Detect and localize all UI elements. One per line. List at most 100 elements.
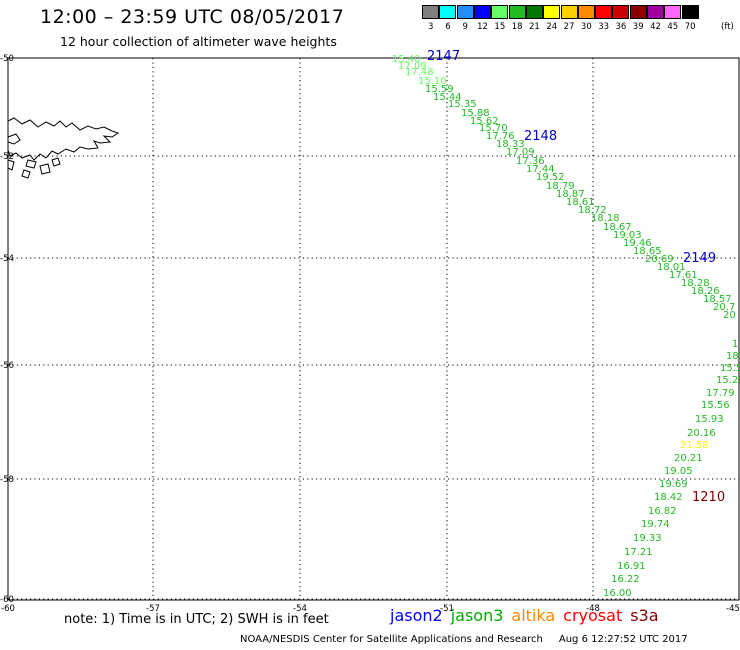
- footer: NOAA/NESDIS Center for Satellite Applica…: [240, 634, 688, 645]
- lat-lon-grid: [7, 57, 740, 601]
- scale-swatch: [595, 5, 613, 19]
- scale-swatch: [525, 5, 543, 19]
- axis-labels: -50 -52 -54 -56 -58 -60-60 -57 -54 -51 -48 -45: [0, 54, 740, 614]
- scale-label: 6: [445, 22, 451, 32]
- wave-height-value: 15.93: [695, 414, 724, 425]
- latitude-label: -52: [0, 152, 14, 162]
- wave-height-value: 17.21: [624, 547, 653, 558]
- scale-swatch: [543, 5, 561, 19]
- scale-label: 45: [667, 22, 679, 32]
- wave-height-value: 16.82: [648, 506, 677, 517]
- wave-height-value: 19.03: [613, 230, 642, 241]
- wave-height-value: 18.28: [681, 278, 710, 289]
- wave-height-value: 19.69: [659, 479, 688, 490]
- longitude-label: -60: [1, 604, 15, 614]
- scale-bin: 24: [543, 5, 561, 32]
- wave-height-value: 19.05: [664, 466, 693, 477]
- scale-swatch: [664, 5, 682, 19]
- satellite-legend-item: jason3: [450, 606, 504, 625]
- scale-label: 9: [462, 22, 468, 32]
- scale-bin: 12: [474, 5, 492, 32]
- wave-height-value: 17.76: [486, 131, 515, 142]
- pass-labels: 2147 2148 2149 1210: [427, 49, 725, 505]
- latitude-label: -58: [0, 475, 14, 485]
- scale-swatch: [612, 5, 630, 19]
- wave-height-value: 16.00: [603, 588, 632, 599]
- scale-bin: 21: [525, 5, 543, 32]
- wave-height-value: 16.22: [611, 574, 640, 585]
- satellite-legend-item: cryosat: [563, 606, 623, 625]
- wave-height-value: 20.21: [674, 453, 703, 464]
- scale-swatch: [629, 5, 647, 19]
- scale-label: 3: [427, 22, 434, 32]
- scale-label: 12: [477, 22, 488, 32]
- satellite-legend: jason2 jason3 altika cryosat s3a: [390, 606, 667, 625]
- longitude-label: -45: [726, 604, 740, 614]
- scale-swatch: [456, 5, 474, 19]
- wave-height-value: 18.33: [496, 139, 525, 150]
- satellite-legend-item: jason2: [390, 606, 443, 625]
- scale-bin: 15: [491, 5, 509, 32]
- wave-height-value: 17: [732, 339, 740, 350]
- wave-height-value: 19.74: [641, 519, 670, 530]
- scale-label: 15: [494, 22, 506, 32]
- wave-height-value: 15.62: [470, 116, 499, 127]
- wave-height-value: 21.58: [680, 440, 709, 451]
- scale-swatch: [474, 5, 492, 19]
- satellite-legend-item: s3a: [630, 606, 659, 625]
- wave-height-value: 18.26: [691, 286, 720, 297]
- wave-height-value: 18.65: [633, 246, 662, 257]
- longitude-label: -54: [293, 604, 307, 614]
- wave-height-color-scale: 3 6 9 12 15 18 21 24 27 30 33 36 39 42 45 70: [422, 5, 699, 32]
- wave-height-value: 18.72: [578, 205, 607, 216]
- longitude-label: -51: [440, 604, 454, 614]
- wave-height-value: 15.35: [448, 99, 477, 110]
- wave-height-value: 18.61: [566, 197, 595, 208]
- map-title: 12:00 – 23:59 UTC 08/05/2017: [40, 6, 345, 28]
- wave-height-value: 17.44: [526, 164, 555, 175]
- scale-bin: 70: [681, 5, 699, 32]
- wave-height-value: 15.44: [433, 92, 462, 103]
- latitude-label: -54: [0, 254, 14, 264]
- latitude-label: -60: [0, 595, 14, 605]
- scale-swatch: [439, 5, 457, 19]
- map-frame: [7, 57, 740, 601]
- wave-height-value: 15.10: [418, 76, 447, 87]
- scale-swatch: [681, 5, 699, 19]
- latitude-label: -50: [0, 54, 14, 64]
- wave-height-value: 15.59: [425, 84, 454, 95]
- coastline-east: [7, 117, 120, 161]
- scale-label: 39: [632, 22, 644, 32]
- coastline-west-islands: [7, 133, 61, 179]
- footer-timestamp: Aug 6 12:27:52 UTC 2017: [558, 634, 688, 645]
- wave-height-value: 17.48: [405, 67, 434, 78]
- pass-id-label: 2147: [427, 49, 460, 64]
- wave-height-value: 16.91: [617, 561, 646, 572]
- scale-swatch: [491, 5, 509, 19]
- map-subtitle: 12 hour collection of altimeter wave hei…: [60, 34, 337, 49]
- scale-label: 30: [580, 22, 592, 32]
- scale-label: 21: [529, 22, 540, 32]
- longitude-label: -48: [586, 604, 600, 614]
- scale-bin: 9: [456, 5, 474, 32]
- note-text: note: 1) Time is in UTC; 2) SWH is in fe…: [64, 612, 329, 627]
- wave-height-value: 20.69: [645, 254, 674, 265]
- scale-swatch: [422, 5, 440, 19]
- wave-height-value: 20: [723, 310, 736, 321]
- wave-height-value: 18: [726, 351, 739, 362]
- scale-label: 42: [650, 22, 661, 32]
- wave-height-value: 15.5: [720, 363, 740, 374]
- wave-height-value: 18.01: [657, 262, 686, 273]
- wave-height-value: 15.70: [479, 123, 508, 134]
- longitude-label: -57: [146, 604, 160, 614]
- wave-height-observations: 15.4017.0917.4815.1015.5915.4415.3515.88…: [392, 54, 740, 599]
- latitude-label: -56: [0, 361, 14, 371]
- scale-bin: 42: [647, 5, 664, 32]
- pass-id-label: 2149: [683, 251, 716, 266]
- wave-height-value: 19.33: [633, 533, 662, 544]
- wave-height-value: 18.79: [546, 181, 575, 192]
- scale-bin: 18: [508, 5, 526, 32]
- wave-height-value: 18.87: [556, 189, 585, 200]
- wave-height-value: 15.28: [716, 375, 740, 386]
